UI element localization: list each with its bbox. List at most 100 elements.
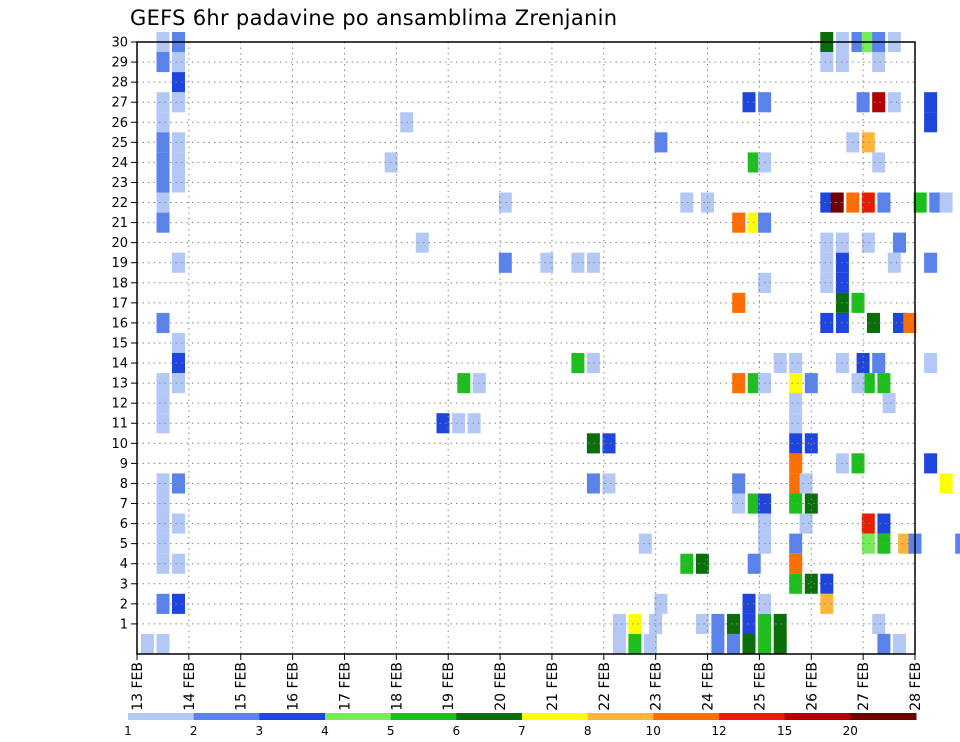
heatmap-cell bbox=[436, 413, 450, 434]
colorbar: 1 2 3 4 5 6 7 8 10 12 15 20 bbox=[124, 713, 917, 738]
heatmap-cell bbox=[872, 152, 886, 173]
colorbar-segment bbox=[784, 713, 851, 720]
heatmap-cell bbox=[649, 613, 663, 634]
y-tick-label: 18 bbox=[111, 276, 128, 291]
heatmap-cell bbox=[820, 192, 834, 213]
y-tick-label: 16 bbox=[111, 316, 128, 331]
y-tick-label: 5 bbox=[120, 537, 128, 552]
heatmap-cell bbox=[939, 473, 953, 494]
y-tick-label: 10 bbox=[111, 437, 128, 452]
colorbar-label: 10 bbox=[646, 724, 661, 738]
chart-title: GEFS 6hr padavine po ansamblima Zrenjani… bbox=[130, 6, 618, 30]
x-tick-label: 16 FEB bbox=[286, 662, 302, 711]
heatmap-cell bbox=[732, 473, 746, 494]
heatmap-cell bbox=[861, 513, 875, 534]
heatmap-cell bbox=[924, 252, 938, 273]
heatmap-cell bbox=[711, 633, 725, 654]
y-tick-label: 19 bbox=[111, 256, 128, 271]
heatmap-cell bbox=[732, 493, 746, 514]
heatmap-cell bbox=[861, 232, 875, 253]
heatmap-cell bbox=[877, 533, 891, 554]
heatmap-cell bbox=[789, 573, 803, 594]
heatmap-cell bbox=[804, 493, 818, 514]
heatmap-cell bbox=[861, 192, 875, 213]
heatmap-cell bbox=[156, 172, 170, 193]
heatmap-cell bbox=[156, 132, 170, 153]
x-tick-label: 27 FEB bbox=[856, 662, 872, 711]
heatmap-cell bbox=[732, 373, 746, 394]
heatmap-cell bbox=[789, 553, 803, 574]
heatmap-cell bbox=[924, 353, 938, 374]
y-tick-label: 15 bbox=[111, 336, 128, 351]
x-tick-label: 28 FEB bbox=[908, 662, 924, 711]
heatmap-cell bbox=[820, 272, 834, 293]
heatmap-cell bbox=[877, 192, 891, 213]
heatmap-cell bbox=[695, 613, 709, 634]
heatmap-cell bbox=[882, 393, 896, 414]
heatmap-cell bbox=[172, 473, 185, 494]
heatmap-cell bbox=[924, 92, 938, 113]
x-tick-label: 24 FEB bbox=[701, 662, 717, 711]
heatmap-cell bbox=[156, 493, 170, 514]
heatmap-cell bbox=[804, 573, 818, 594]
heatmap-cell bbox=[924, 453, 938, 474]
x-tick-label: 17 FEB bbox=[337, 662, 353, 711]
heatmap-cell bbox=[612, 633, 626, 654]
heatmap-cell bbox=[789, 393, 803, 414]
heatmap-cell bbox=[955, 533, 960, 554]
y-axis-ticks: 1234567891011121314151617181920212223242… bbox=[111, 36, 137, 632]
heatmap-cell bbox=[586, 473, 600, 494]
colorbar-label: 7 bbox=[518, 724, 526, 738]
heatmap-cell bbox=[156, 553, 170, 574]
heatmap-cell bbox=[628, 613, 642, 634]
x-tick-label: 13 FEB bbox=[130, 662, 146, 711]
heatmap-cell bbox=[586, 353, 600, 374]
heatmap-cell bbox=[789, 413, 803, 434]
heatmap-cell bbox=[172, 92, 185, 113]
y-tick-label: 12 bbox=[111, 397, 128, 412]
heatmap-cell bbox=[172, 132, 185, 153]
colorbar-segment bbox=[128, 713, 195, 720]
heatmap-cell bbox=[789, 453, 803, 474]
x-tick-label: 19 FEB bbox=[441, 662, 457, 711]
heatmap-cell bbox=[156, 312, 170, 333]
heatmap-cell bbox=[820, 252, 834, 273]
heatmap-cell bbox=[602, 433, 616, 454]
heatmap-cell bbox=[861, 373, 875, 394]
heatmap-cell bbox=[727, 613, 740, 634]
heatmap-cell bbox=[156, 513, 170, 534]
heatmap-cell bbox=[887, 252, 901, 273]
heatmap-cell bbox=[156, 633, 170, 654]
heatmap-cell bbox=[799, 473, 813, 494]
heatmap-cell bbox=[799, 513, 813, 534]
heatmap-cell bbox=[172, 373, 185, 394]
y-tick-label: 21 bbox=[111, 216, 128, 231]
x-tick-label: 25 FEB bbox=[752, 662, 768, 711]
heatmap-cell bbox=[172, 513, 185, 534]
heatmap-cell bbox=[156, 212, 170, 233]
heatmap-cell bbox=[830, 192, 844, 213]
heatmap-cell bbox=[913, 192, 927, 213]
heatmap-cell bbox=[156, 593, 170, 614]
heatmap-cell bbox=[467, 413, 481, 434]
heatmap-cell bbox=[628, 633, 642, 654]
colorbar-segment bbox=[193, 713, 260, 720]
heatmap-cell bbox=[727, 633, 740, 654]
heatmap-cell bbox=[893, 232, 906, 253]
heatmap-cell bbox=[602, 473, 616, 494]
heatmap-cell bbox=[820, 593, 834, 614]
heatmap-cell bbox=[820, 312, 834, 333]
heatmap-cell bbox=[156, 413, 170, 434]
heatmap-cell bbox=[898, 533, 912, 554]
heatmap-cell bbox=[773, 353, 787, 374]
colorbar-segment bbox=[719, 713, 786, 720]
heatmap-cell bbox=[877, 513, 891, 534]
y-tick-label: 30 bbox=[111, 36, 128, 51]
x-axis-ticks: 13 FEB 14 FEB 15 FEB 16 FEB 17 FEB 18 FEB 19 F… bbox=[130, 654, 924, 711]
colorbar-segment bbox=[456, 713, 523, 720]
heatmap-cell bbox=[804, 433, 818, 454]
y-tick-label: 6 bbox=[120, 517, 128, 532]
heatmap-cell bbox=[877, 633, 891, 654]
x-tick-label: 15 FEB bbox=[234, 662, 250, 711]
heatmap-cell bbox=[172, 52, 185, 73]
